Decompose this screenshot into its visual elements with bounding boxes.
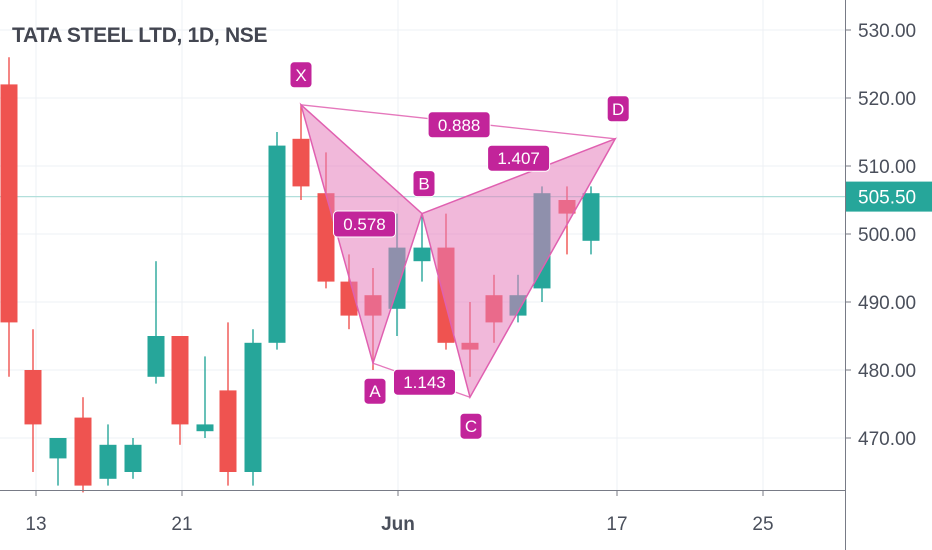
y-tick-label: 510.00 [858, 157, 916, 178]
x-tick-label: 17 [606, 514, 627, 535]
pattern-point-d-bg [606, 95, 630, 123]
pattern-point-a: A [363, 377, 387, 405]
pattern-point-b-text: B [418, 175, 429, 194]
pattern-point-c: C [459, 412, 483, 440]
candle-body [0, 84, 18, 323]
candle-body [219, 390, 237, 472]
pattern-point-a-text: A [369, 382, 381, 401]
candle-body [24, 370, 42, 425]
ratio-label-xab-bg [333, 210, 396, 238]
ratio-label-ac: 1.143 [393, 368, 456, 396]
candle[interactable] [244, 329, 262, 486]
chart-title: TATA STEEL LTD, 1D, NSE [12, 24, 268, 47]
y-tick-label: 490.00 [858, 293, 916, 314]
pattern-point-d-text: D [612, 100, 624, 119]
x-tick-label: 25 [752, 514, 773, 535]
ratio-label-bcd-bg [487, 144, 551, 172]
last-price-badge: 505.50 [846, 181, 932, 212]
x-tick-label: 13 [25, 514, 46, 535]
time-axis[interactable]: 13 21 Jun 17 25 [25, 490, 774, 535]
grid [0, 0, 845, 490]
candle-body [171, 336, 189, 425]
candle[interactable] [268, 132, 286, 350]
candle[interactable] [24, 329, 42, 472]
candle[interactable] [49, 438, 67, 486]
candle-body [244, 342, 262, 472]
last-price-badge-bg [846, 181, 932, 212]
pattern-point-b-bg [412, 170, 436, 198]
pattern-point-x: X [289, 61, 313, 89]
candle-body [292, 138, 310, 187]
ratio-label-ac-text: 1.143 [403, 373, 446, 392]
y-tick-label: 530.00 [858, 21, 916, 42]
ratio-label-ac-bg [393, 368, 456, 396]
candle[interactable] [582, 186, 600, 255]
price-axis[interactable]: 470.00 480.00 490.00 500.00 510.00 520.00 530.… [845, 21, 916, 450]
x-tick-label: Jun [381, 514, 415, 535]
ratio-label-xd: 0.888 [427, 111, 491, 139]
pattern-point-c-bg [459, 412, 483, 440]
ratio-label-bcd-text: 1.407 [497, 149, 540, 168]
candle[interactable] [0, 57, 18, 377]
pattern-point-b: B [412, 170, 436, 198]
ratio-label-xab: 0.578 [333, 210, 396, 238]
candle[interactable] [147, 261, 165, 384]
ratio-label-xd-text: 0.888 [438, 116, 481, 135]
pattern-point-x-bg [289, 61, 313, 89]
candle[interactable] [99, 424, 117, 486]
last-price-badge-text: 505.50 [858, 188, 916, 209]
candle[interactable] [292, 104, 310, 200]
ratio-label-xab-text: 0.578 [343, 215, 386, 234]
candle[interactable] [171, 336, 189, 445]
candle-body [317, 193, 335, 282]
candle-body [74, 417, 92, 486]
candle-body [413, 247, 431, 262]
harmonic-pattern[interactable]: X A B C D 0.578 1.143 1.407 0.888 [289, 61, 630, 440]
ratio-label-xd-bg [427, 111, 491, 139]
pattern-triangle-bcd [421, 137, 617, 400]
pattern-point-a-bg [363, 377, 387, 405]
candle-body [147, 336, 165, 377]
candle[interactable] [124, 438, 142, 479]
candle[interactable] [219, 322, 237, 486]
pattern-point-x-text: X [295, 66, 306, 85]
y-tick-label: 480.00 [858, 361, 916, 382]
candle-body [124, 444, 142, 472]
candle-body [582, 193, 600, 241]
x-tick-label: 21 [171, 514, 192, 535]
pattern-point-c-text: C [465, 417, 477, 436]
candle[interactable] [74, 397, 92, 493]
candle-body [99, 444, 117, 479]
pattern-point-d: D [606, 95, 630, 123]
candle-body [196, 424, 214, 432]
candle-body [49, 438, 67, 459]
y-tick-label: 520.00 [858, 89, 916, 110]
candle[interactable] [413, 213, 431, 282]
ratio-label-bcd: 1.407 [487, 144, 551, 172]
candle[interactable] [196, 356, 214, 438]
y-tick-label: 470.00 [858, 429, 916, 450]
y-tick-label: 500.00 [858, 225, 916, 246]
candle-body [268, 145, 286, 343]
